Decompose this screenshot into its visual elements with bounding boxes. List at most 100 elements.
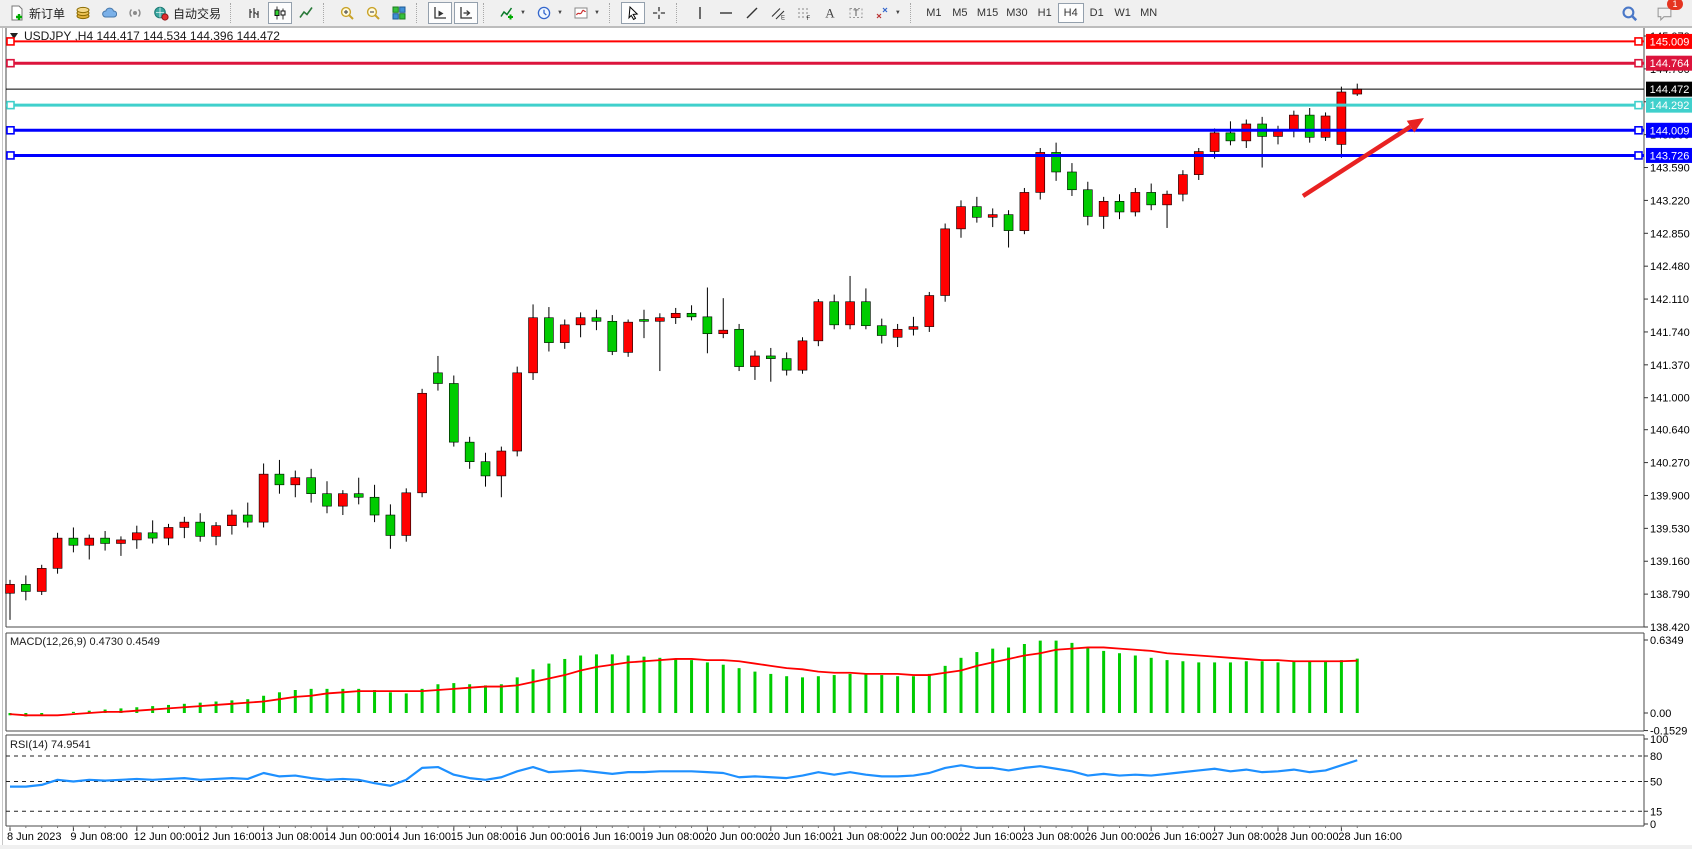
candle-body bbox=[528, 317, 538, 374]
candle-body bbox=[1352, 88, 1363, 95]
fibo-icon: F bbox=[796, 5, 812, 21]
timeframe-h1-button[interactable]: H1 bbox=[1037, 7, 1052, 19]
fibonacci-button[interactable]: F bbox=[792, 2, 816, 24]
line-end-handle[interactable] bbox=[6, 58, 15, 68]
autotrading-label: 自动交易 bbox=[173, 6, 222, 21]
timeframe-d1-button[interactable]: D1 bbox=[1089, 7, 1104, 19]
candle-body bbox=[956, 206, 966, 230]
indicators-button[interactable]: ▼ bbox=[495, 2, 530, 24]
dropdown-caret-icon[interactable]: ▼ bbox=[520, 10, 526, 16]
price-axis-label: 141.370 bbox=[1650, 360, 1690, 372]
time-axis-label: 28 Jun 00:00 bbox=[1275, 831, 1339, 843]
time-axis-label: 21 Jun 08:00 bbox=[831, 831, 895, 843]
line-end-handle[interactable] bbox=[1634, 151, 1643, 160]
zoom-out-button[interactable] bbox=[361, 2, 385, 24]
coins-icon bbox=[75, 5, 91, 21]
market-watch-button[interactable] bbox=[71, 2, 95, 24]
timeframe-m5-button[interactable]: M5 bbox=[952, 7, 968, 19]
autotrading-button[interactable]: 自动交易 bbox=[149, 2, 225, 24]
chart-menu-arrow-icon[interactable] bbox=[10, 33, 18, 39]
price-axis-label: 140.270 bbox=[1650, 458, 1690, 470]
line-end-handle[interactable] bbox=[6, 100, 15, 110]
time-axis-label: 20 Jun 16:00 bbox=[768, 831, 832, 843]
toolbar-group-separator bbox=[416, 3, 424, 23]
line-end-handle[interactable] bbox=[1634, 58, 1643, 68]
notifications-button[interactable]: 1 bbox=[1652, 0, 1683, 24]
price-marker-label: 144.009 bbox=[1650, 125, 1690, 137]
zoom-in-button[interactable] bbox=[335, 2, 359, 24]
time-axis-label: 15 Jun 08:00 bbox=[451, 831, 515, 843]
arrows-button[interactable]: ▼ bbox=[870, 2, 905, 24]
timeframe-m15-button[interactable]: M15 bbox=[976, 7, 999, 19]
timeframe-m1-button[interactable]: M1 bbox=[926, 7, 942, 19]
tile-windows-button[interactable] bbox=[387, 2, 411, 24]
periods-button[interactable]: ▼ bbox=[532, 2, 567, 24]
crosshair-button[interactable] bbox=[647, 2, 671, 24]
line-end-handle[interactable] bbox=[1634, 125, 1643, 135]
equidistant-channel-button[interactable]: E bbox=[766, 2, 790, 24]
dropdown-caret-icon[interactable]: ▼ bbox=[593, 10, 600, 16]
timeframe-mn-button[interactable]: MN bbox=[1140, 7, 1158, 19]
candle-body bbox=[1193, 151, 1204, 175]
time-axis-label: 20 Jun 00:00 bbox=[704, 831, 768, 843]
line-end-handle[interactable] bbox=[6, 125, 15, 135]
trendline-button[interactable] bbox=[740, 2, 764, 24]
time-axis-label: 19 Jun 08:00 bbox=[641, 831, 705, 843]
chart-shift-button[interactable] bbox=[454, 2, 479, 24]
time-axis-label: 16 Jun 00:00 bbox=[514, 831, 578, 843]
text-label-button[interactable]: T bbox=[844, 2, 868, 24]
data-window-button[interactable] bbox=[97, 2, 121, 24]
cursor-button[interactable] bbox=[620, 2, 645, 24]
signals-button[interactable] bbox=[123, 2, 147, 24]
price-axis-label: 143.220 bbox=[1650, 195, 1690, 207]
timeframe-m30-button[interactable]: M30 bbox=[1006, 7, 1028, 19]
channel-icon: E bbox=[770, 5, 786, 21]
time-axis-label: 12 Jun 00:00 bbox=[134, 831, 198, 843]
line-end-handle[interactable] bbox=[1634, 37, 1643, 46]
dropdown-caret-icon[interactable]: ▼ bbox=[556, 10, 563, 16]
candle-body bbox=[100, 537, 110, 544]
candle-body bbox=[1083, 189, 1093, 217]
line-end-handle[interactable] bbox=[6, 151, 15, 160]
toolbar: 新订单 自动交易 ▼ ▼ ▼ E F A T ▼ M1 M5 M15 M30 H1 H4 D1 W1 MN 1 bbox=[0, 0, 1692, 27]
candle-body bbox=[1241, 123, 1252, 142]
bar-chart-type-button[interactable] bbox=[242, 2, 266, 24]
candle-body bbox=[242, 514, 253, 523]
rsi-indicator-label: RSI(14) 74.9541 bbox=[10, 739, 91, 751]
search-button[interactable] bbox=[1617, 2, 1642, 24]
dropdown-caret-icon[interactable]: ▼ bbox=[894, 10, 901, 16]
horizontal-line-button[interactable] bbox=[714, 2, 738, 24]
trend-arrow-annotation[interactable] bbox=[1301, 124, 1412, 198]
line-end-handle[interactable] bbox=[1634, 100, 1643, 110]
candle-body bbox=[496, 450, 507, 477]
candle-body bbox=[1035, 152, 1046, 193]
candle-body bbox=[591, 317, 602, 322]
candle-body bbox=[1019, 192, 1030, 231]
time-axis-label: 22 Jun 16:00 bbox=[958, 831, 1022, 843]
new-order-button[interactable]: 新订单 bbox=[5, 2, 69, 24]
candle-body bbox=[84, 537, 95, 546]
chart-shift-icon bbox=[458, 5, 474, 21]
candle-body bbox=[512, 372, 523, 452]
price-axis-label: 139.160 bbox=[1650, 556, 1690, 568]
candle-body bbox=[1162, 193, 1172, 206]
candle-body bbox=[448, 383, 459, 443]
vertical-line-button[interactable] bbox=[688, 2, 712, 24]
templates-button[interactable]: ▼ bbox=[569, 2, 604, 24]
candle-body bbox=[1146, 192, 1156, 206]
timeframe-w1-button[interactable]: W1 bbox=[1114, 7, 1131, 19]
candle-body bbox=[1289, 114, 1299, 131]
text-button[interactable]: A bbox=[818, 2, 842, 24]
candle-body bbox=[132, 532, 142, 541]
candle-body bbox=[734, 328, 744, 367]
indicators-icon bbox=[499, 5, 515, 21]
candle-chart-type-button[interactable] bbox=[268, 2, 293, 24]
rsi-axis-label: 15 bbox=[1650, 806, 1662, 818]
auto-scroll-button[interactable] bbox=[428, 2, 453, 24]
time-axis-label: 28 Jun 16:00 bbox=[1338, 831, 1402, 843]
timeframe-h4-button[interactable]: H4 bbox=[1057, 3, 1084, 23]
line-chart-type-button[interactable] bbox=[294, 2, 318, 24]
line-end-handle[interactable] bbox=[6, 37, 15, 46]
